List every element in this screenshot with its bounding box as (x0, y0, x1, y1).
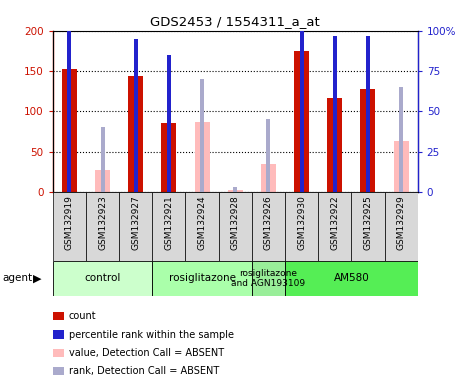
Bar (285, 192, 318, 261)
Bar (53, 349, 64, 357)
Bar (366, 36, 370, 192)
Text: GSM132923: GSM132923 (98, 195, 107, 250)
Text: GSM132925: GSM132925 (364, 195, 372, 250)
Bar (53, 367, 64, 375)
Text: agent: agent (2, 273, 33, 283)
Bar (294, 51, 309, 192)
Bar (351, 192, 385, 261)
Bar (318, 192, 351, 261)
Text: AM580: AM580 (334, 273, 369, 283)
Text: control: control (84, 273, 121, 283)
Bar (152, 192, 185, 261)
Bar (218, 192, 252, 261)
Bar (266, 119, 270, 192)
Bar (152, 261, 252, 296)
Bar (134, 39, 138, 192)
Bar (333, 36, 337, 192)
Text: GSM132930: GSM132930 (297, 195, 306, 250)
Bar (162, 124, 176, 192)
Bar (86, 192, 119, 261)
Bar (327, 98, 342, 192)
Bar (200, 79, 204, 192)
Text: GSM132929: GSM132929 (397, 195, 406, 250)
Bar (62, 69, 77, 192)
Bar (385, 192, 418, 261)
Bar (53, 331, 64, 339)
Bar (101, 127, 105, 192)
Bar (53, 261, 152, 296)
Text: GSM132919: GSM132919 (65, 195, 74, 250)
Bar (167, 55, 171, 192)
Bar (195, 122, 209, 192)
Text: GSM132928: GSM132928 (231, 195, 240, 250)
Bar (261, 164, 276, 192)
Text: value, Detection Call = ABSENT: value, Detection Call = ABSENT (69, 348, 224, 358)
Text: rosiglitazone
and AGN193109: rosiglitazone and AGN193109 (231, 269, 306, 288)
Bar (228, 190, 243, 192)
Bar (300, 23, 303, 192)
Text: ▶: ▶ (33, 273, 42, 283)
Bar (67, 20, 71, 192)
Bar (95, 170, 110, 192)
Bar (128, 76, 143, 192)
Text: GSM132927: GSM132927 (131, 195, 140, 250)
Text: percentile rank within the sample: percentile rank within the sample (69, 329, 234, 339)
Bar (285, 261, 418, 296)
Bar (119, 192, 152, 261)
Bar (185, 192, 218, 261)
Title: GDS2453 / 1554311_a_at: GDS2453 / 1554311_a_at (151, 15, 320, 28)
Text: rank, Detection Call = ABSENT: rank, Detection Call = ABSENT (69, 366, 219, 376)
Bar (53, 192, 86, 261)
Text: rosiglitazone: rosiglitazone (168, 273, 235, 283)
Bar (252, 261, 285, 296)
Text: count: count (69, 311, 96, 321)
Bar (394, 141, 409, 192)
Text: GSM132926: GSM132926 (264, 195, 273, 250)
Text: GSM132924: GSM132924 (197, 195, 207, 250)
Bar (252, 192, 285, 261)
Text: GSM132921: GSM132921 (164, 195, 174, 250)
Bar (53, 312, 64, 320)
Bar (233, 187, 237, 192)
Text: GSM132922: GSM132922 (330, 195, 339, 250)
Bar (360, 89, 375, 192)
Bar (399, 87, 403, 192)
